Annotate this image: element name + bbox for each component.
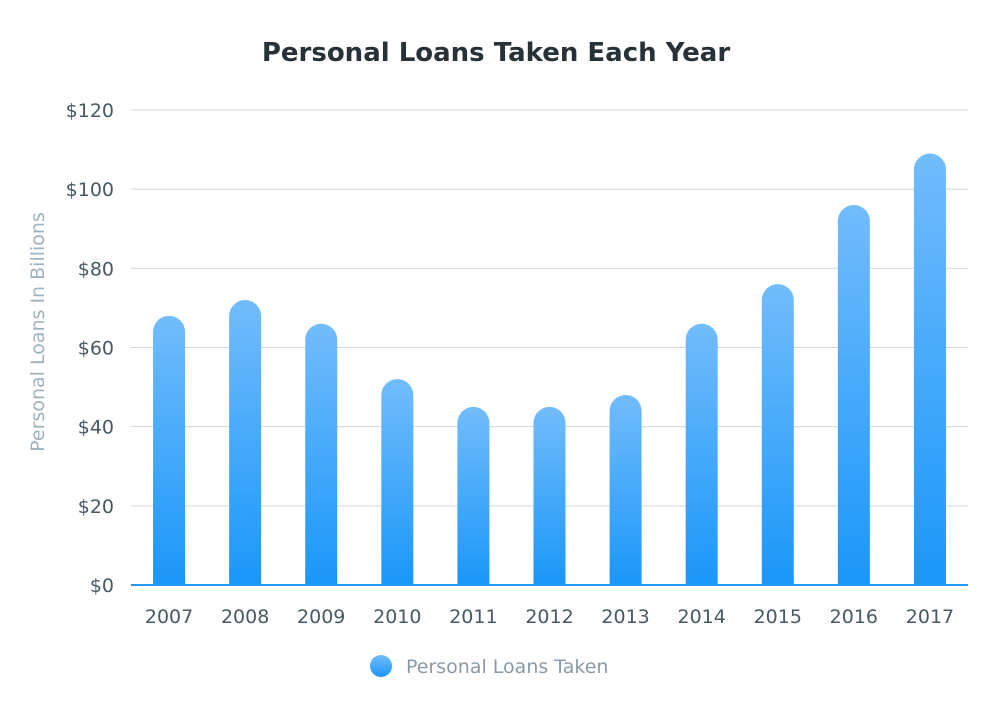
x-tick-label: 2011 [449,606,497,628]
legend-label: Personal Loans Taken [406,656,608,678]
bar-2011[interactable] [457,406,490,585]
bars [153,153,946,585]
chart-title: Personal Loans Taken Each Year [262,38,730,68]
x-tick-label: 2016 [830,606,878,628]
bar-2009[interactable] [305,323,338,585]
y-tick-label: $100 [66,179,114,201]
x-tick-label: 2014 [678,606,726,628]
y-tick-label: $60 [78,338,114,360]
bar-2008[interactable] [229,300,262,585]
legend[interactable]: Personal Loans Taken [370,655,608,678]
y-tick-label: $120 [66,100,114,122]
bar-2007[interactable] [153,315,186,585]
y-axis-label: Personal Loans In Billions [27,212,49,452]
y-tick-labels: $0 $20 $40 $60 $80 $100 $120 [66,100,114,597]
bar-2014[interactable] [685,323,718,585]
x-tick-label: 2010 [373,606,421,628]
y-tick-label: $80 [78,258,114,280]
bar-2012[interactable] [533,406,566,585]
bar-2015[interactable] [761,284,794,585]
y-tick-label: $0 [90,575,114,597]
x-tick-label: 2017 [906,606,954,628]
bar-2016[interactable] [837,205,870,585]
y-tick-label: $20 [78,496,114,518]
bar-2013[interactable] [609,395,642,585]
x-tick-label: 2009 [297,606,345,628]
gridlines [131,109,968,507]
y-tick-label: $40 [78,417,114,439]
bar-2010[interactable] [381,379,414,585]
x-tick-label: 2015 [754,606,802,628]
x-tick-labels: 2007 2008 2009 2010 2011 2012 2013 2014 2015 2016… [145,606,954,628]
bar-2017[interactable] [913,153,946,585]
x-tick-label: 2008 [221,606,269,628]
legend-marker [370,655,392,677]
x-tick-label: 2012 [525,606,573,628]
x-tick-label: 2013 [601,606,649,628]
x-tick-label: 2007 [145,606,193,628]
